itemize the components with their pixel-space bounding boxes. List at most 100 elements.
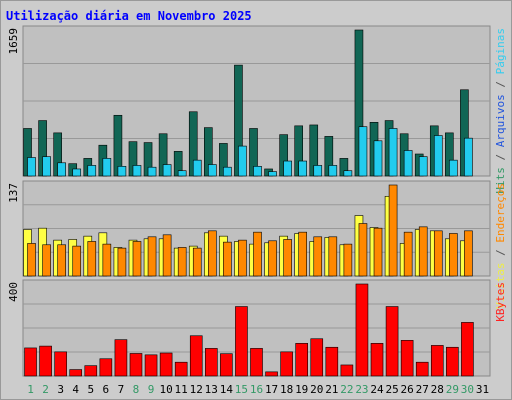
- bar-endereços-6: [102, 243, 112, 277]
- bar-endereços-13: [208, 230, 217, 277]
- panel-kbytes: 400 KBytes: [7, 279, 507, 377]
- bar-kbytes-2: [39, 345, 52, 377]
- x-tick-label-31: 31: [476, 383, 489, 396]
- bar-endereços-3: [57, 244, 66, 277]
- bar-endereços-29: [449, 233, 458, 277]
- bar-arquivos-30: [464, 137, 473, 177]
- x-tick-label-11: 11: [175, 383, 188, 396]
- bar-endereços-16: [253, 231, 262, 277]
- x-tick-label-13: 13: [205, 383, 218, 396]
- bar-arquivos-6: [102, 158, 112, 177]
- bar-endereços-12: [192, 247, 202, 277]
- bar-endereços-9: [147, 236, 157, 277]
- x-tick-label-22: 22: [340, 383, 353, 396]
- x-tick-label-10: 10: [159, 383, 172, 396]
- x-tick-label-29: 29: [446, 383, 459, 396]
- bar-arquivos-29: [449, 159, 458, 177]
- bar-endereços-27: [418, 226, 428, 277]
- x-tick-label-4: 4: [72, 383, 79, 396]
- bar-kbytes-29: [446, 346, 459, 377]
- bar-kbytes-15: [235, 306, 248, 377]
- bar-kbytes-4: [69, 369, 83, 377]
- bar-arquivos-14: [223, 166, 232, 177]
- bar-arquivos-8: [132, 165, 142, 177]
- x-tick-label-17: 17: [265, 383, 278, 396]
- x-tick-label-20: 20: [310, 383, 323, 396]
- bar-endereços-1: [27, 243, 36, 277]
- bar-endereços-10: [162, 234, 172, 277]
- bar-endereços-4: [72, 245, 82, 277]
- bar-endereços-23: [358, 223, 368, 277]
- bar-kbytes-27: [415, 361, 429, 377]
- bar-endereços-15: [238, 239, 247, 277]
- bar-kbytes-20: [310, 338, 324, 377]
- bar-arquivos-15: [238, 145, 247, 177]
- bar-arquivos-21: [328, 165, 338, 177]
- panel-traffic: 1659 Hits / Arquivos / Páginas: [7, 25, 507, 194]
- bar-endereços-20: [313, 236, 323, 277]
- bar-kbytes-25: [385, 306, 399, 377]
- x-tick-label-14: 14: [220, 383, 234, 396]
- x-tick-label-15: 15: [235, 383, 248, 396]
- bar-endereços-30: [464, 230, 473, 277]
- x-tick-label-3: 3: [57, 383, 64, 396]
- bar-endereços-7: [117, 247, 127, 277]
- x-tick-label-19: 19: [295, 383, 308, 396]
- bar-kbytes-28: [430, 345, 444, 377]
- bar-arquivos-26: [403, 150, 413, 177]
- x-tick-label-5: 5: [87, 383, 94, 396]
- x-tick-label-23: 23: [355, 383, 368, 396]
- legend-part: Hits: [494, 167, 507, 194]
- bar-kbytes-21: [325, 346, 339, 377]
- bar-kbytes-16: [250, 348, 263, 377]
- legend-part: Páginas: [494, 28, 507, 74]
- legend-part: /: [494, 243, 507, 263]
- bar-kbytes-12: [189, 335, 203, 377]
- bar-arquivos-18: [283, 160, 292, 177]
- bar-arquivos-7: [117, 166, 127, 177]
- bar-arquivos-4: [72, 168, 82, 177]
- bar-kbytes-19: [295, 343, 308, 377]
- bar-arquivos-5: [87, 165, 97, 177]
- ymax-label-traffic: 1659: [7, 28, 20, 55]
- bar-arquivos-3: [57, 162, 66, 177]
- bar-kbytes-7: [114, 339, 128, 377]
- bar-endereços-25: [388, 184, 398, 277]
- bar-arquivos-19: [298, 160, 307, 177]
- bar-arquivos-22: [343, 170, 353, 177]
- bar-endereços-18: [283, 239, 292, 277]
- x-tick-label-16: 16: [250, 383, 263, 396]
- x-tick-label-24: 24: [370, 383, 384, 396]
- bar-endereços-22: [343, 243, 353, 277]
- bar-endereços-2: [42, 244, 51, 277]
- x-tick-label-18: 18: [280, 383, 293, 396]
- x-tick-label-1: 1: [27, 383, 34, 396]
- x-tick-label-30: 30: [461, 383, 474, 396]
- bar-kbytes-6: [99, 358, 113, 377]
- bar-kbytes-13: [205, 348, 218, 377]
- bar-endereços-21: [328, 236, 338, 277]
- x-tick-label-7: 7: [118, 383, 125, 396]
- bar-arquivos-20: [313, 165, 323, 177]
- bar-kbytes-14: [220, 353, 233, 377]
- bar-arquivos-25: [388, 128, 398, 177]
- bar-kbytes-5: [84, 365, 98, 377]
- bar-endereços-26: [403, 231, 413, 277]
- x-tick-label-25: 25: [385, 383, 398, 396]
- bar-arquivos-23: [358, 126, 368, 177]
- x-axis-labels: 1 2 3 4 5 6 7 8 9 10 11 12 13 14 15 16 17 18 19 20 21 22 23 24 2…: [27, 383, 489, 396]
- bar-endereços-8: [132, 241, 142, 277]
- bar-endereços-14: [223, 241, 232, 277]
- bar-kbytes-26: [400, 340, 414, 377]
- bar-kbytes-3: [54, 351, 67, 377]
- legend-part: KBytes: [494, 282, 507, 322]
- legend-label-visits: Visitas / Endereços: [494, 183, 507, 309]
- x-tick-label-8: 8: [133, 383, 140, 396]
- bar-kbytes-22: [340, 364, 354, 377]
- bar-kbytes-24: [370, 343, 384, 377]
- bar-kbytes-10: [159, 352, 173, 377]
- bar-kbytes-17: [265, 371, 278, 377]
- bar-endereços-28: [433, 230, 443, 277]
- bar-endereços-24: [373, 227, 383, 277]
